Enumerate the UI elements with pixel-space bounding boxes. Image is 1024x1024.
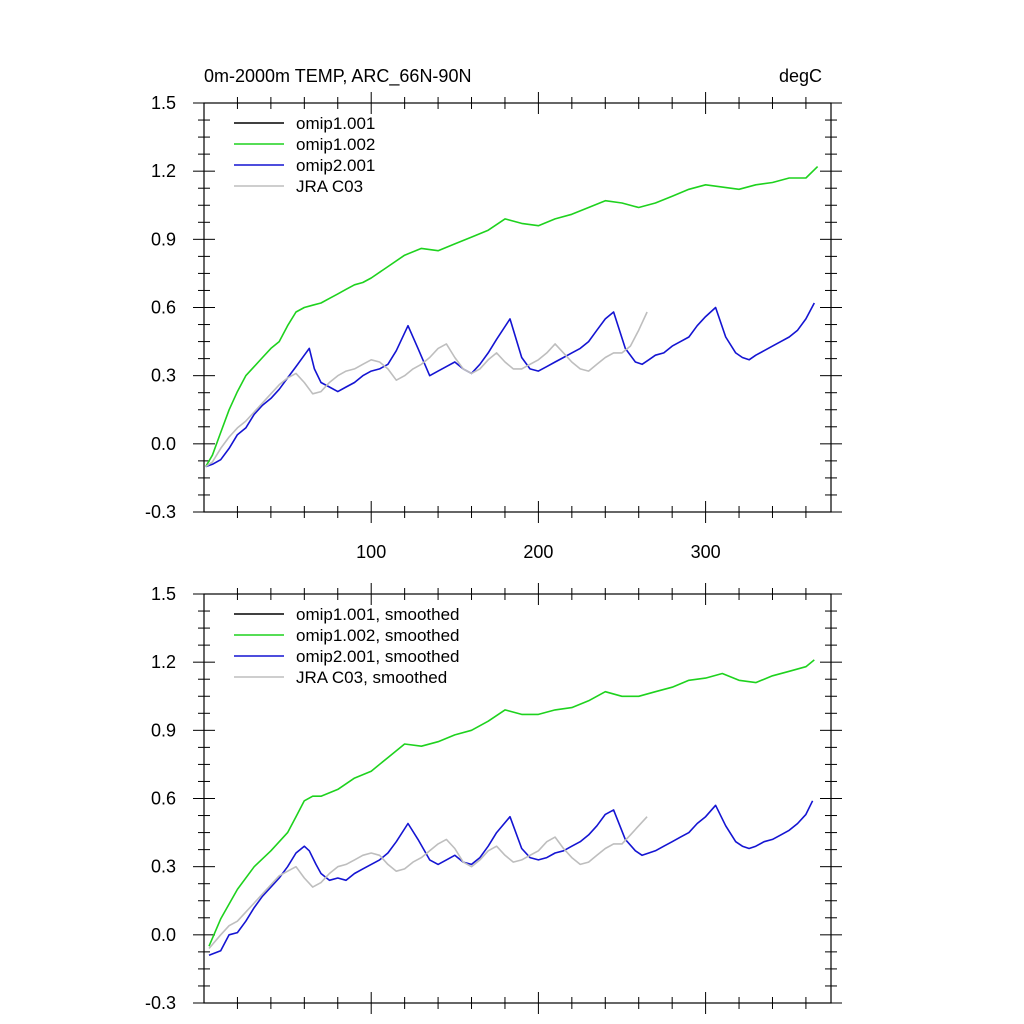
- legend-label: omip1.002: [296, 135, 375, 154]
- y-tick-label: 0.0: [151, 434, 176, 454]
- series-lines: [208, 659, 815, 957]
- legend-label: omip2.001: [296, 156, 375, 175]
- y-tick-label: -0.3: [145, 502, 176, 522]
- y-tick-label: 0.9: [151, 229, 176, 249]
- y-tick-label: -0.3: [145, 993, 176, 1013]
- y-tick-label: 0.6: [151, 789, 176, 809]
- y-tick-labels: 1.5 1.2 0.9 0.6 0.3 0.0 -0.3: [145, 93, 176, 522]
- y-tick-label: 1.2: [151, 161, 176, 181]
- y-tick-labels: 1.5 1.2 0.9 0.6 0.3 0.0 -0.3: [145, 584, 176, 1013]
- y-tick-label: 0.3: [151, 857, 176, 877]
- chart-title: 0m-2000m TEMP, ARC_66N-90N: [204, 66, 471, 87]
- legend: omip1.001, smoothed omip1.002, smoothed om…: [234, 605, 460, 687]
- legend-label: JRA C03: [296, 177, 363, 196]
- axis-ticks: [193, 583, 842, 1014]
- series-line: [205, 302, 816, 468]
- series-lines: [205, 166, 819, 468]
- y-tick-label: 1.5: [151, 93, 176, 113]
- series-line: [205, 311, 648, 468]
- y-tick-label: 0.0: [151, 925, 176, 945]
- legend-label: omip1.002, smoothed: [296, 626, 460, 645]
- y-tick-label: 1.5: [151, 584, 176, 604]
- legend-label: omip1.001, smoothed: [296, 605, 460, 624]
- y-tick-label: 0.9: [151, 720, 176, 740]
- series-line: [208, 816, 648, 950]
- series-line: [208, 659, 815, 947]
- axis-ticks: [193, 92, 842, 523]
- x-tick-labels: 100 200 300: [356, 542, 720, 562]
- top-panel: 0m-2000m TEMP, ARC_66N-90N degC 1.5 1.2 0.…: [145, 66, 842, 562]
- bottom-panel: 1.5 1.2 0.9 0.6 0.3 0.0 -0.3 omip1.001, smooth…: [145, 583, 842, 1014]
- x-tick-label: 300: [691, 542, 721, 562]
- series-line: [208, 800, 814, 957]
- y-tick-label: 0.6: [151, 298, 176, 318]
- x-tick-label: 100: [356, 542, 386, 562]
- y-tick-label: 0.3: [151, 366, 176, 386]
- units-label: degC: [779, 66, 822, 86]
- legend-label: omip1.001: [296, 114, 375, 133]
- x-tick-label: 200: [523, 542, 553, 562]
- legend: omip1.001 omip1.002 omip2.001 JRA C03: [234, 114, 375, 196]
- legend-label: JRA C03, smoothed: [296, 668, 447, 687]
- legend-label: omip2.001, smoothed: [296, 647, 460, 666]
- series-line: [205, 166, 819, 468]
- y-tick-label: 1.2: [151, 652, 176, 672]
